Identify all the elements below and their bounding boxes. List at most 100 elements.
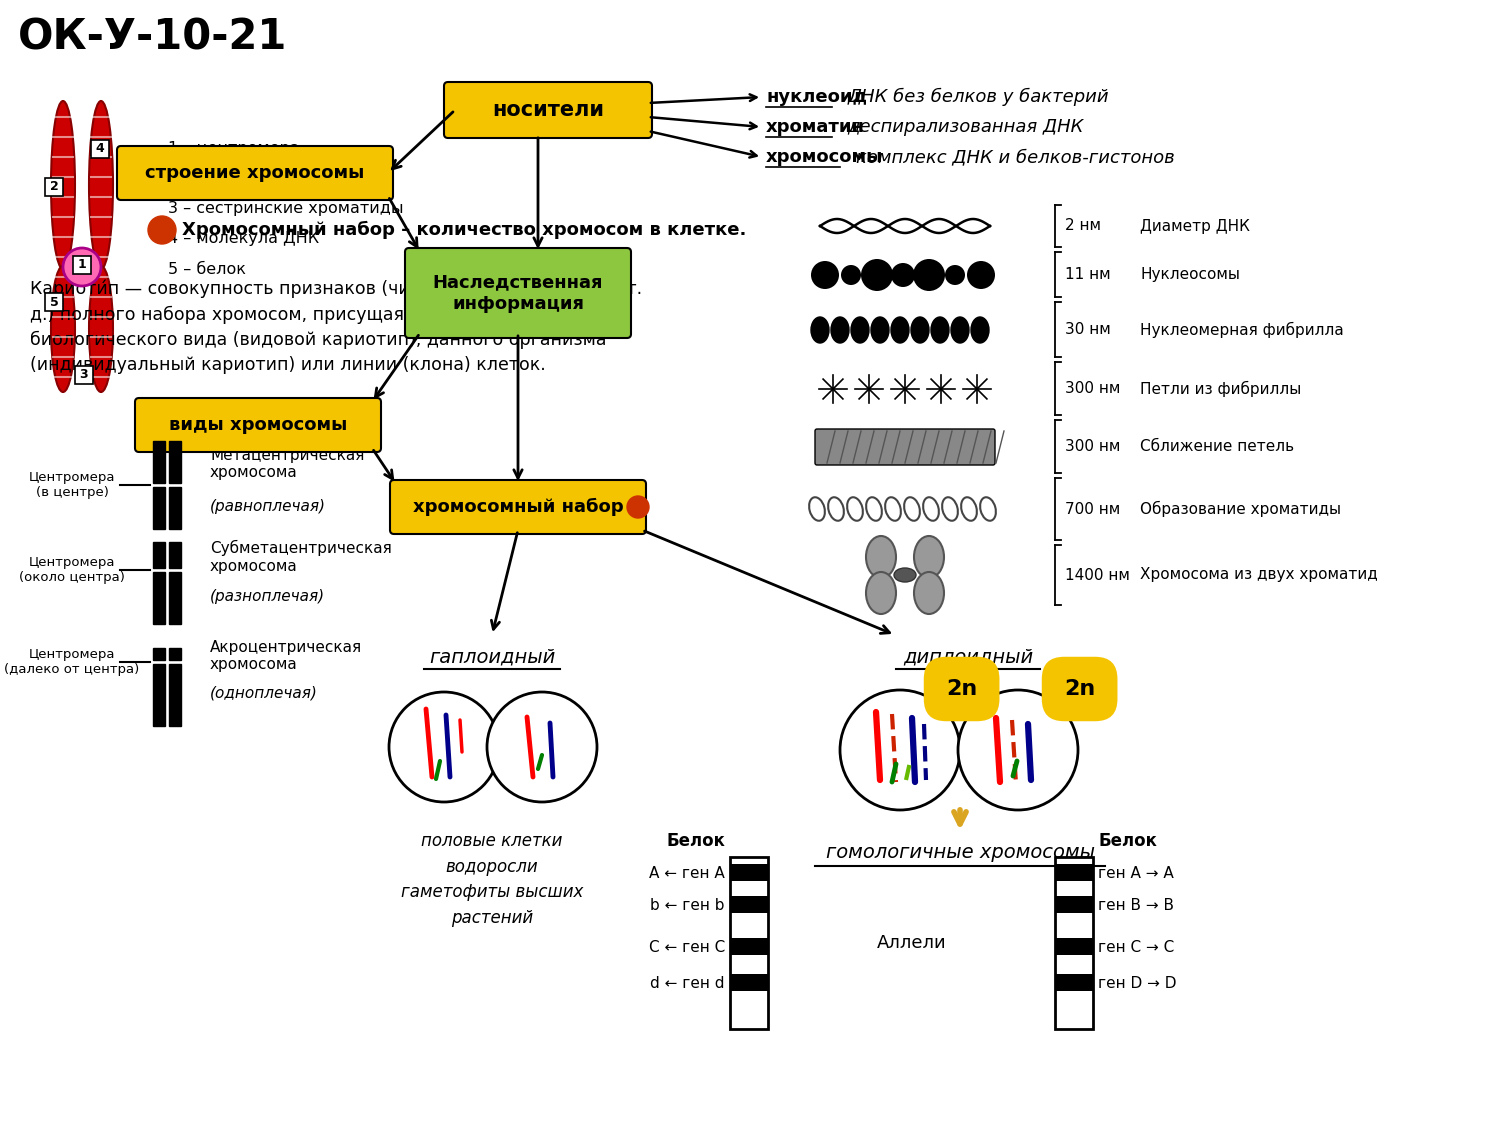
Text: носители: носители — [492, 100, 604, 120]
Circle shape — [842, 266, 861, 285]
Bar — [153, 648, 165, 660]
Text: ген A → A: ген A → A — [1098, 865, 1173, 881]
Text: Субметацентрическая
хромосома: Субметацентрическая хромосома — [210, 540, 392, 574]
Text: диплоидный: диплоидный — [903, 648, 1034, 666]
Text: 2n: 2n — [946, 680, 978, 699]
Bar — [1054, 857, 1094, 1029]
Bar — [75, 366, 93, 384]
Text: 2: 2 — [50, 180, 58, 193]
Text: (разноплечая): (разноплечая) — [210, 588, 326, 603]
Text: ДНК без белков у бактерий: ДНК без белков у бактерий — [847, 88, 1108, 106]
FancyBboxPatch shape — [444, 82, 652, 138]
Ellipse shape — [970, 317, 988, 343]
Text: 1 – центромера: 1 – центромера — [168, 142, 300, 156]
Text: ген C → C: ген C → C — [1098, 939, 1174, 954]
Circle shape — [958, 690, 1078, 810]
Text: Центромера
(далеко от центра): Центромера (далеко от центра) — [4, 648, 140, 676]
Ellipse shape — [914, 572, 944, 614]
Text: Аллели: Аллели — [876, 934, 946, 952]
Ellipse shape — [871, 317, 889, 343]
Circle shape — [812, 261, 838, 289]
Bar — [153, 572, 165, 624]
Text: Сближение петель: Сближение петель — [1140, 439, 1294, 454]
Text: половые клетки
водоросли
гаметофиты высших
растений: половые клетки водоросли гаметофиты высш… — [400, 832, 584, 927]
Bar — [153, 487, 165, 529]
Bar — [170, 441, 182, 483]
Ellipse shape — [910, 317, 928, 343]
Bar — [170, 542, 182, 568]
Text: ген B → B: ген B → B — [1098, 898, 1174, 912]
Text: 3: 3 — [80, 369, 88, 381]
Ellipse shape — [894, 568, 916, 582]
Text: 3 – сестринские хроматиды: 3 – сестринские хроматиды — [168, 201, 404, 216]
Ellipse shape — [51, 266, 75, 392]
Bar — [92, 140, 110, 158]
Text: ОК-У-10-21: ОК-У-10-21 — [18, 17, 288, 58]
FancyBboxPatch shape — [390, 480, 646, 534]
Text: A ← ген A: A ← ген A — [650, 865, 724, 881]
Bar — [730, 896, 768, 914]
Bar — [170, 664, 182, 726]
Ellipse shape — [951, 317, 969, 343]
Ellipse shape — [891, 317, 909, 343]
Text: ген D → D: ген D → D — [1098, 975, 1176, 990]
Bar — [170, 572, 182, 624]
Circle shape — [945, 266, 964, 285]
Ellipse shape — [831, 317, 849, 343]
Text: Кариоти́п — совокупность признаков (число, размеры, форма и т.
д.) полного набор: Кариоти́п — совокупность признаков (числ… — [30, 280, 642, 375]
Text: C ← ген C: C ← ген C — [648, 939, 724, 954]
Circle shape — [63, 248, 100, 286]
Bar — [153, 441, 165, 483]
Text: 2 нм: 2 нм — [1065, 218, 1101, 234]
Text: (равноплечая): (равноплечая) — [210, 498, 326, 513]
Text: Белок: Белок — [666, 832, 724, 850]
Ellipse shape — [865, 572, 895, 614]
Text: 700 нм: 700 нм — [1065, 502, 1120, 516]
FancyBboxPatch shape — [405, 248, 632, 338]
Text: b ← ген b: b ← ген b — [651, 898, 724, 912]
Ellipse shape — [812, 317, 830, 343]
Circle shape — [148, 216, 176, 244]
Text: хроматин: хроматин — [766, 118, 865, 136]
Text: Белок: Белок — [1098, 832, 1156, 850]
Ellipse shape — [914, 536, 944, 578]
FancyBboxPatch shape — [135, 398, 381, 452]
Circle shape — [488, 692, 597, 802]
Ellipse shape — [865, 536, 895, 578]
Text: гомологичные хромосомы: гомологичные хромосомы — [825, 844, 1095, 863]
Text: 4 – молекула ДНК: 4 – молекула ДНК — [168, 232, 320, 246]
Circle shape — [627, 496, 650, 518]
Bar — [730, 974, 768, 991]
Ellipse shape — [850, 317, 868, 343]
Text: 5: 5 — [50, 296, 58, 308]
Text: Петли из фибриллы: Петли из фибриллы — [1140, 380, 1300, 397]
Text: нуклеоид: нуклеоид — [766, 88, 867, 106]
Bar — [74, 256, 92, 274]
Text: Акроцентрическая
хромосома: Акроцентрическая хромосома — [210, 640, 362, 673]
Text: 30 нм: 30 нм — [1065, 322, 1110, 338]
FancyBboxPatch shape — [815, 429, 995, 465]
Bar — [153, 664, 165, 726]
Circle shape — [861, 259, 892, 291]
Text: 4: 4 — [96, 143, 105, 155]
Bar — [730, 857, 768, 1029]
Text: хромосомы: хромосомы — [766, 148, 884, 166]
FancyBboxPatch shape — [117, 146, 393, 200]
Text: 300 нм: 300 нм — [1065, 439, 1120, 454]
Text: Нуклеосомы: Нуклеосомы — [1140, 267, 1240, 282]
Bar — [170, 648, 182, 660]
Bar — [1054, 974, 1094, 991]
Ellipse shape — [88, 266, 112, 392]
Text: комплекс ДНК и белков-гистонов: комплекс ДНК и белков-гистонов — [856, 148, 1174, 166]
Circle shape — [968, 261, 994, 289]
Text: Метацентрическая
хромосома: Метацентрическая хромосома — [210, 448, 364, 480]
Text: 1: 1 — [78, 259, 87, 271]
Text: 1400 нм: 1400 нм — [1065, 567, 1130, 583]
Text: гаплоидный: гаплоидный — [429, 648, 555, 666]
Text: Образование хроматиды: Образование хроматиды — [1140, 501, 1341, 518]
Ellipse shape — [51, 101, 75, 269]
Circle shape — [914, 259, 945, 291]
Text: 2 – плечи хромосомы: 2 – плечи хромосомы — [168, 171, 346, 187]
Ellipse shape — [88, 101, 112, 269]
Text: (одноплечая): (одноплечая) — [210, 685, 318, 701]
